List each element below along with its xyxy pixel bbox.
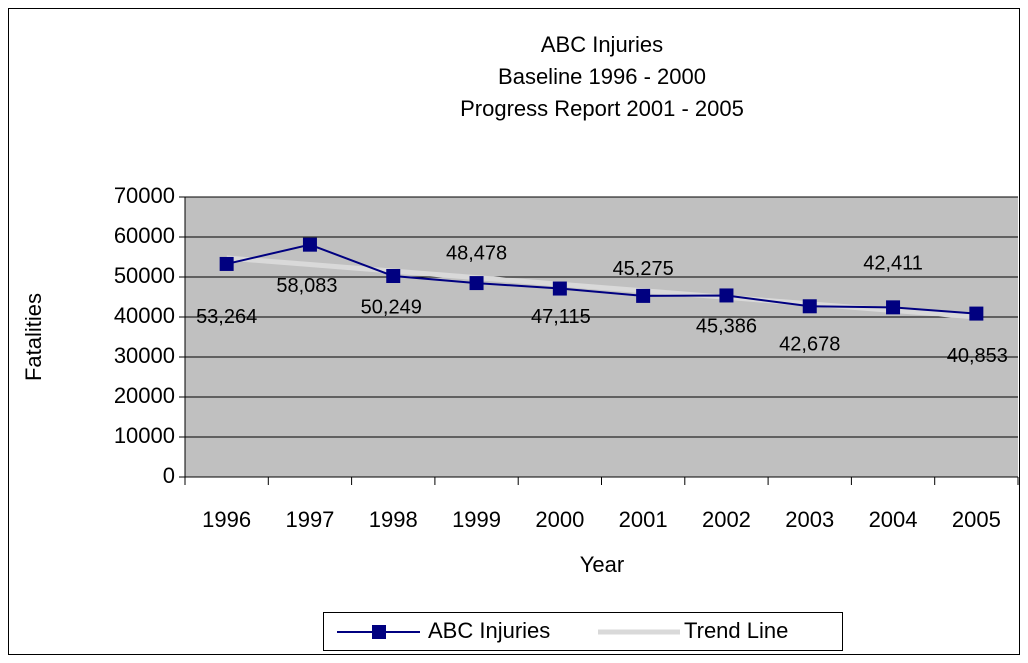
x-axis-label: Year [580, 552, 624, 577]
x-tick-label: 2002 [702, 507, 751, 532]
data-label: 53,264 [196, 306, 257, 328]
data-label: 45,386 [696, 316, 757, 338]
y-axis-label: Fatalities [21, 293, 46, 381]
legend-marker [372, 625, 386, 639]
x-tick-label: 2003 [785, 507, 834, 532]
legend-label: Trend Line [684, 618, 788, 643]
plot-area [185, 197, 1018, 477]
data-point [802, 299, 817, 314]
data-label: 50,249 [361, 296, 422, 318]
x-tick-label: 2004 [869, 507, 918, 532]
data-point [386, 269, 401, 284]
x-tick-label: 1998 [369, 507, 418, 532]
data-point [219, 256, 234, 271]
y-tick-label: 70000 [114, 183, 175, 208]
x-tick-label: 1999 [452, 507, 501, 532]
legend-label: ABC Injuries [428, 618, 550, 643]
y-tick-label: 50000 [114, 263, 175, 288]
y-tick-label: 30000 [114, 343, 175, 368]
y-tick-label: 60000 [114, 223, 175, 248]
y-tick-label: 40000 [114, 303, 175, 328]
data-point [719, 288, 734, 303]
x-tick-label: 2000 [535, 507, 584, 532]
x-tick-label: 1997 [285, 507, 334, 532]
data-point [636, 288, 651, 303]
x-tick-label: 2001 [619, 507, 668, 532]
data-label: 40,853 [947, 345, 1008, 367]
data-point [969, 306, 984, 321]
y-tick-label: 20000 [114, 383, 175, 408]
data-label: 48,478 [446, 242, 507, 264]
data-point [469, 276, 484, 291]
data-point [302, 237, 317, 252]
data-label: 42,411 [863, 253, 923, 275]
data-label: 42,678 [779, 334, 840, 356]
series-line [226, 243, 977, 315]
data-point [886, 300, 901, 315]
x-tick-label: 1996 [202, 507, 251, 532]
y-tick-label: 10000 [114, 423, 175, 448]
data-label: 47,115 [531, 306, 591, 328]
data-point [552, 281, 567, 296]
chart-subtitle: Baseline 1996 - 2000 [498, 64, 706, 89]
data-label: 58,083 [276, 275, 337, 297]
data-label: 45,275 [613, 258, 674, 280]
chart-title: ABC Injuries [541, 32, 663, 57]
x-tick-label: 2005 [952, 507, 1001, 532]
chart-subtitle: Progress Report 2001 - 2005 [460, 96, 744, 121]
y-tick-label: 0 [163, 463, 175, 488]
